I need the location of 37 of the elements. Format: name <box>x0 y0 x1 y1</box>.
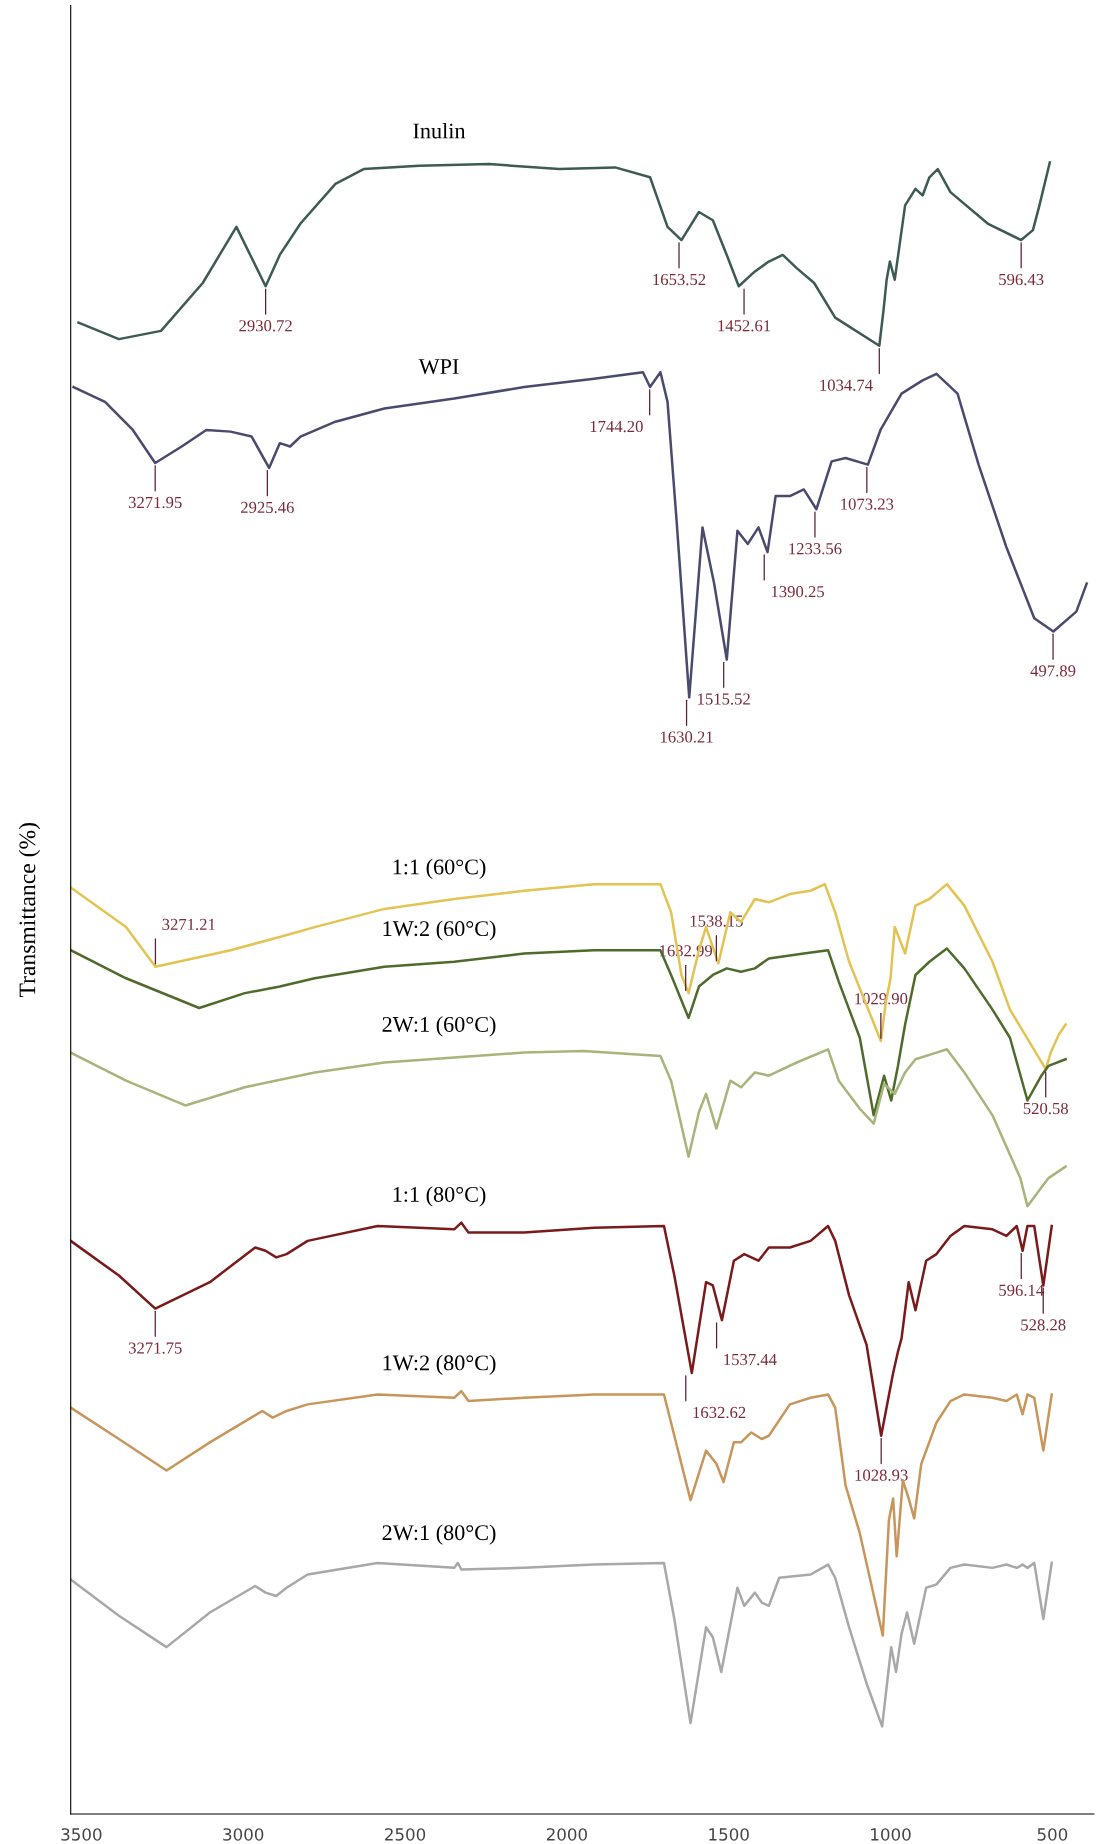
x-tick-label: 1000 <box>871 1828 911 1841</box>
series-label: 1:1 (60°C) <box>393 858 486 879</box>
annotation: 1452.61 <box>718 320 771 332</box>
series-label: 1:1 (80°C) <box>393 1186 486 1207</box>
annotation: 1537.44 <box>724 1354 777 1366</box>
annotation: 528.28 <box>1021 1319 1066 1331</box>
series-label: 1W:2 (60°C) <box>383 920 496 941</box>
annotation: 3271.21 <box>162 918 215 931</box>
series-label: 2W:1 (80°C) <box>382 1524 496 1545</box>
annotation: 1632.62 <box>693 1406 746 1419</box>
annotation: 596.43 <box>999 273 1044 286</box>
series-label: WPI <box>418 359 459 375</box>
annotation: 1515.52 <box>698 693 750 705</box>
annotation: 1034.74 <box>820 379 873 391</box>
annotation: 3271.95 <box>128 496 182 509</box>
series-label: 2W:1 (60°C) <box>382 1016 496 1037</box>
annotation: 2925.46 <box>240 501 294 514</box>
annotation: 1744.20 <box>590 420 643 433</box>
x-tick-label: 500 <box>1037 1828 1068 1841</box>
annotation: 497.89 <box>1030 665 1076 677</box>
x-tick-label: 2500 <box>385 1828 426 1841</box>
annotation: 2930.72 <box>239 320 292 332</box>
x-tick-label: 2000 <box>546 1828 587 1841</box>
x-tick-label: 1500 <box>709 1828 749 1841</box>
annotation: 1028.93 <box>855 1469 908 1481</box>
x-tick-label: 3000 <box>223 1828 264 1841</box>
annotation: 1233.56 <box>789 543 842 555</box>
x-tick-label: 3500 <box>61 1828 102 1841</box>
annotation: 1390.25 <box>771 586 824 598</box>
annotation: 1653.52 <box>653 273 706 286</box>
annotation: 520.58 <box>1023 1102 1068 1115</box>
annotation: 1630.21 <box>660 731 713 743</box>
annotation: 1073.23 <box>841 498 894 510</box>
series-label: 1W:2 (80°C) <box>383 1354 496 1375</box>
series-label: Inulin <box>413 122 466 139</box>
y-axis-title: Transmittance (%) <box>18 823 41 998</box>
annotation: 3271.75 <box>128 1342 182 1354</box>
